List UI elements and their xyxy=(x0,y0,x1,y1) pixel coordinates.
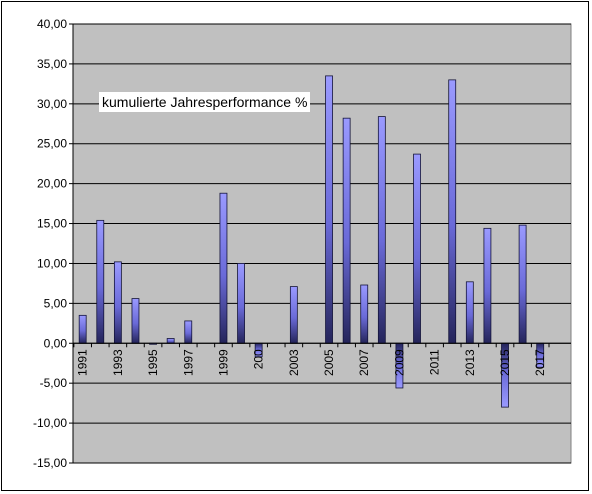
plot-area xyxy=(72,23,572,464)
y-tick-labels: 40,00 35,00 30,00 25,00 20,00 15,00 10,00 5,00 0… xyxy=(33,17,67,470)
bars xyxy=(78,75,545,408)
y-tick-label: 5,00 xyxy=(44,296,68,310)
x-tick-label: 2003 xyxy=(287,349,301,376)
x-tick-label: 2009 xyxy=(392,349,406,376)
bar-2007 xyxy=(360,284,369,344)
bar-2016 xyxy=(518,224,527,344)
bar-2013 xyxy=(465,281,474,344)
x-tick-label: 2017 xyxy=(533,349,547,376)
x-tick-label: 2011 xyxy=(428,349,442,375)
bar-1993 xyxy=(113,261,122,344)
y-tick-label: 30,00 xyxy=(37,97,67,111)
bar-2010 xyxy=(413,153,421,344)
x-tick-label: 2007 xyxy=(357,349,371,376)
bar-1994 xyxy=(131,298,140,344)
bar-2006 xyxy=(342,117,351,344)
y-tick-label: 15,00 xyxy=(37,217,67,231)
gridlines xyxy=(69,23,571,464)
bar-2014 xyxy=(483,227,492,344)
x-tick-label: 1999 xyxy=(216,349,230,376)
x-tick-label: 2013 xyxy=(463,349,477,376)
bar-1992 xyxy=(96,219,105,344)
bar-1999 xyxy=(219,192,228,344)
bar-2005 xyxy=(325,75,333,344)
y-tick-label: -5,00 xyxy=(40,376,68,390)
bar-2000 xyxy=(237,263,245,344)
axes xyxy=(72,24,571,463)
x-tick-label: 1993 xyxy=(111,349,125,376)
bar-2008 xyxy=(377,116,386,344)
bar-2012 xyxy=(448,79,457,344)
y-tick-label: 10,00 xyxy=(37,256,67,270)
bar-2003 xyxy=(289,286,298,344)
x-tick-label: 2015 xyxy=(498,349,512,376)
bar-1991 xyxy=(78,314,87,344)
y-tick-label: 35,00 xyxy=(37,57,67,71)
y-tick-label: -10,00 xyxy=(33,416,67,430)
y-tick-label: 40,00 xyxy=(37,17,67,31)
x-tick-label: 1995 xyxy=(146,349,160,376)
x-tick-label: 200 xyxy=(252,349,266,369)
y-tick-label: 25,00 xyxy=(37,137,67,151)
y-tick-label: -15,00 xyxy=(33,456,67,470)
y-tick-label: 20,00 xyxy=(37,177,67,191)
bar-1996 xyxy=(166,338,175,344)
x-tick-labels: 1991 1993 1995 1997 1999 200 2003 2005 2007 2009 2… xyxy=(76,349,548,376)
bar-1997 xyxy=(184,320,193,344)
chart-title: kumulierte Jahresperformance % xyxy=(99,92,311,112)
y-tick-label: 0,00 xyxy=(44,336,68,350)
x-tick-label: 1991 xyxy=(76,349,90,376)
x-tick-label: 2005 xyxy=(322,349,336,376)
x-tick-label: 1997 xyxy=(181,349,195,376)
